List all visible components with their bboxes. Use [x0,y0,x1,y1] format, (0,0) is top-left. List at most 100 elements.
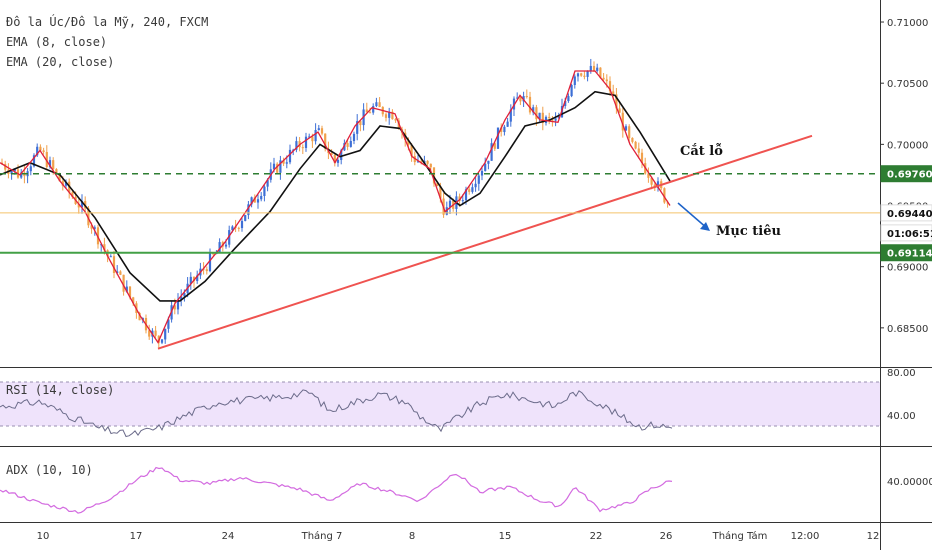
candle [80,194,84,214]
candle [516,92,519,99]
candle [487,160,490,170]
candle [592,61,596,73]
candle [64,179,68,189]
legend-ema-fast: EMA (8, close) [6,35,107,49]
adx-pane[interactable]: ADX (10, 10) [0,446,932,514]
candle [247,200,250,220]
candle [237,226,240,232]
candle [317,124,320,131]
candle [506,117,509,127]
adx-tick-40: 40.00000 [887,477,932,488]
candle [45,145,48,169]
price-tag: 0.69760 [880,165,932,183]
price-pane[interactable]: Cắt lỗ Mục tiêu Đô la Úc/Đô la Mỹ, 240, … [0,0,880,367]
candle [586,70,589,82]
candle [112,251,116,279]
time-axis-label: 15 [499,531,512,542]
candle [240,217,244,232]
time-axis-label: 10 [37,531,50,542]
candle [580,72,583,77]
candle [154,325,157,338]
candle [500,123,503,137]
price-axis-tags: 0.69760 0.69440 01:06:51 0.69114 [880,165,932,262]
candle [320,125,324,136]
target-arrow [677,202,709,230]
candle [663,187,666,204]
rsi-band [0,382,880,426]
candle [493,141,496,151]
candle [29,163,32,176]
price-tick-label: 0.70000 [887,140,928,151]
candle [356,114,359,141]
price-axis[interactable]: 0.710000.705000.700000.695000.690000.685… [880,0,932,550]
candle [352,131,356,145]
time-axis-label: 24 [222,531,235,542]
candle [567,93,570,103]
candle [336,158,340,167]
candle [429,163,432,171]
candle [77,198,80,214]
candle [42,147,45,155]
price-tag: 0.69114 [880,244,932,262]
time-axis-labels: 10 17 24 Tháng 7 8 15 22 26 Tháng Tám 12:00 12 [37,530,880,542]
price-tag: 01:06:51 [880,224,932,242]
candle [596,63,599,73]
target-annotation: Mục tiêu [716,224,781,239]
ema-slow-line [0,90,671,302]
candle [276,162,279,174]
candle [304,132,308,152]
candle [647,167,650,183]
time-axis-label: 17 [130,531,143,542]
legend-adx: ADX (10, 10) [6,463,93,477]
legend-symbol: Đô la Úc/Đô la Mỹ, 240, FXCM [6,14,208,29]
candle [333,153,336,167]
candle [263,184,266,202]
candle [631,137,634,144]
candle [525,89,528,99]
time-axis-label: 12 [867,531,880,542]
candle [375,97,378,108]
candle [624,124,628,131]
candle [484,157,487,172]
time-axis-label: 26 [660,531,673,542]
price-tick-label: 0.68500 [887,324,928,335]
candle [471,183,474,194]
candle [509,104,512,127]
candle [295,136,298,153]
price-tick-label: 0.70500 [887,79,928,90]
candle [308,133,311,138]
time-axis[interactable]: 10 17 24 Tháng 7 8 15 22 26 Tháng Tám 12:00 12 [0,522,932,543]
candle [410,143,413,162]
candle [583,71,586,80]
candle [416,154,420,163]
svg-text:0.69760: 0.69760 [887,170,932,181]
candle [109,254,112,258]
time-axis-label: Tháng 7 [301,530,343,542]
svg-text:0.69114: 0.69114 [887,249,932,260]
support-trendline[interactable] [157,134,813,350]
candle [256,193,260,209]
candle [532,104,535,116]
time-axis-label: 22 [590,531,603,542]
candle [301,144,304,155]
candle [176,293,180,315]
candle [365,102,368,113]
time-axis-label: Tháng Tám [712,530,768,542]
price-tick-label: 0.69000 [887,263,928,274]
candle [180,289,183,307]
svg-text:0.69440: 0.69440 [887,209,932,220]
candle [640,148,644,169]
adx-line [0,466,673,514]
candle [4,160,7,174]
candle [503,124,506,136]
candle [628,124,631,143]
candle [189,272,192,290]
candle [384,112,388,122]
candle [528,91,532,115]
target-arrowhead [700,222,710,231]
rsi-pane[interactable]: RSI (14, close) [0,367,932,438]
candle [282,157,285,167]
candle [349,136,352,148]
candle [656,177,660,192]
